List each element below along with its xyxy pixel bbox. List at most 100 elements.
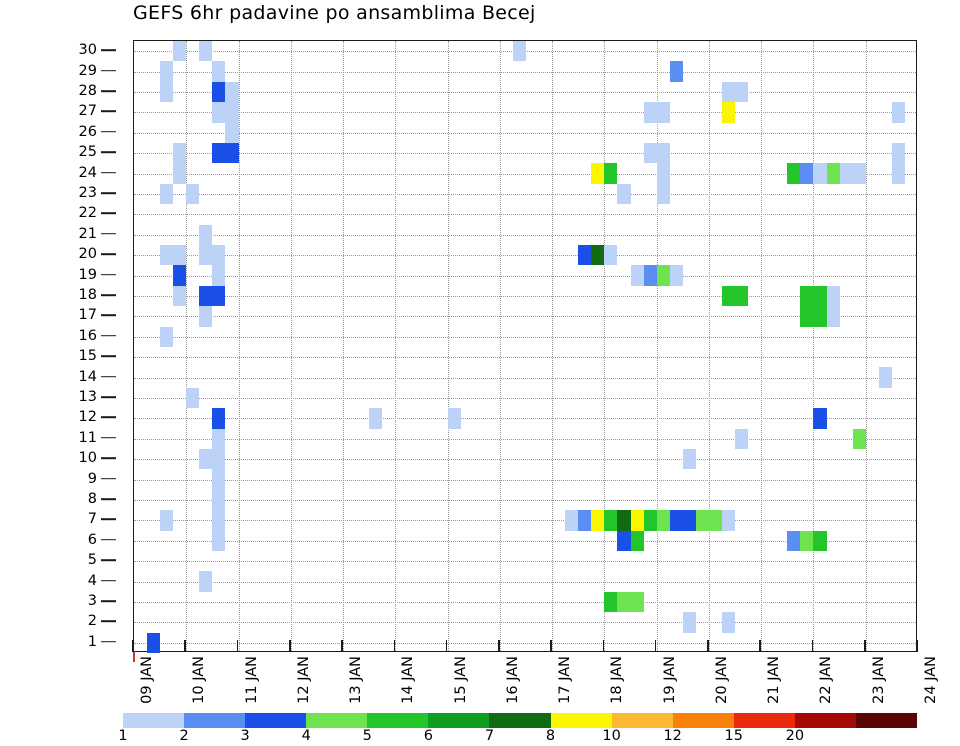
- grid-line-horizontal: [134, 622, 916, 624]
- grid-line-horizontal: [134, 132, 916, 134]
- heatmap-cell: [147, 632, 161, 653]
- heatmap-cell: [787, 530, 801, 551]
- x-tick-label: 17 JAN: [557, 656, 574, 704]
- heatmap-cell: [212, 428, 226, 449]
- grid-line-horizontal: [134, 214, 916, 216]
- heatmap-cell: [643, 102, 657, 123]
- grid-line-horizontal: [134, 602, 916, 603]
- heatmap-cell: [604, 163, 618, 184]
- heatmap-cell: [225, 143, 239, 164]
- x-tick-mark: [498, 640, 500, 652]
- y-tick-mark: [101, 90, 116, 92]
- heatmap-cell: [369, 408, 383, 429]
- heatmap-cell: [826, 285, 840, 307]
- colorbar-tick-label: 2: [179, 728, 189, 744]
- heatmap-cell: [695, 510, 709, 531]
- heatmap-cell: [643, 143, 657, 164]
- heatmap-cell: [656, 143, 670, 164]
- heatmap-cell: [199, 245, 213, 266]
- y-tick-label: 26: [78, 123, 97, 140]
- heatmap-cell: [722, 102, 736, 123]
- heatmap-cell: [813, 306, 827, 327]
- y-tick-mark: [101, 559, 116, 561]
- y-tick-mark: [101, 437, 116, 439]
- heatmap-cell: [813, 408, 827, 429]
- plot-area: [133, 40, 917, 653]
- x-tick-mark: [759, 640, 761, 652]
- y-tick-label: 20: [78, 246, 97, 263]
- colorbar-tick-label: 10: [602, 728, 621, 744]
- heatmap-cell: [891, 163, 905, 184]
- heatmap-cell: [891, 143, 905, 164]
- colorbar-tick-label: 12: [663, 728, 682, 744]
- y-axis: 1 2 3 4 5 6 7 8 9 10 11 12 13 14 15 16 17 18 19 20 21 22 23 24 2…: [0, 40, 133, 652]
- heatmap-cell: [565, 510, 579, 531]
- y-tick-label: 8: [87, 491, 97, 507]
- heatmap-cell: [735, 81, 749, 103]
- heatmap-cell: [826, 163, 840, 184]
- heatmap-cell: [813, 163, 827, 184]
- heatmap-cell: [160, 81, 174, 103]
- heatmap-cell: [852, 163, 866, 184]
- x-tick-label: 24 JAN: [923, 656, 939, 704]
- heatmap-cell: [199, 224, 213, 245]
- colorbar-segment: [794, 713, 856, 728]
- heatmap-cell: [669, 265, 683, 286]
- grid-line-horizontal: [134, 520, 916, 522]
- heatmap-cell: [199, 571, 213, 592]
- colorbar-tick-label: 6: [423, 728, 433, 744]
- colorbar-segment: [428, 713, 490, 728]
- heatmap-cell: [617, 183, 631, 205]
- heatmap-cell: [212, 510, 226, 531]
- x-tick-mark: [707, 640, 709, 652]
- colorbar-segment: [123, 713, 185, 728]
- x-tick-mark: [654, 640, 657, 652]
- grid-line-horizontal: [134, 112, 916, 114]
- heatmap-cell: [800, 530, 814, 551]
- heatmap-cell: [656, 183, 670, 205]
- heatmap-cell: [852, 428, 866, 449]
- heatmap-cell: [735, 428, 749, 449]
- grid-line-vertical: [238, 41, 240, 651]
- heatmap-cell: [722, 612, 736, 633]
- heatmap-cell: [578, 245, 592, 266]
- grid-line-horizontal: [134, 459, 916, 461]
- grid-line-horizontal: [134, 398, 916, 399]
- heatmap-cell: [173, 163, 187, 184]
- heatmap-cell: [669, 510, 683, 531]
- grid-line-horizontal: [134, 357, 916, 359]
- grid-line-horizontal: [134, 418, 916, 420]
- grid-line-horizontal: [134, 336, 916, 338]
- grid-line-vertical: [343, 41, 345, 651]
- grid-line-horizontal: [134, 71, 916, 73]
- y-tick-mark: [101, 641, 116, 643]
- y-tick-mark: [101, 151, 116, 153]
- heatmap-cell: [800, 306, 814, 327]
- heatmap-cell: [591, 245, 605, 266]
- grid-line-horizontal: [134, 51, 916, 53]
- heatmap-cell: [212, 102, 226, 123]
- heatmap-cell: [735, 285, 749, 307]
- heatmap-cell: [656, 510, 670, 531]
- y-tick-label: 21: [78, 225, 97, 242]
- grid-line-vertical: [813, 41, 815, 651]
- y-tick-label: 4: [87, 572, 97, 589]
- heatmap-cell: [826, 306, 840, 327]
- y-tick-label: 1: [87, 633, 97, 650]
- grid-line-vertical: [395, 41, 397, 651]
- heatmap-cell: [173, 265, 187, 286]
- y-tick-mark: [101, 477, 116, 480]
- y-tick-label: 6: [87, 531, 97, 548]
- grid-line-vertical: [186, 41, 188, 651]
- heatmap-cell: [630, 530, 644, 551]
- y-tick-mark: [101, 539, 116, 541]
- heatmap-cell: [708, 510, 722, 531]
- y-tick-label: 22: [78, 205, 97, 222]
- heatmap-cell: [212, 265, 226, 286]
- grid-lines: [134, 41, 916, 651]
- x-tick-mark: [341, 640, 343, 652]
- heatmap-cell: [891, 102, 905, 123]
- heatmap-cell: [630, 591, 644, 613]
- heatmap-cell: [225, 102, 239, 123]
- x-tick-mark: [289, 640, 291, 652]
